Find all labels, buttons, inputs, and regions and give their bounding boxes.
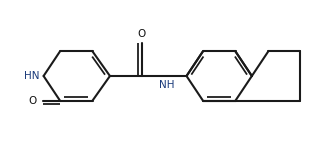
Text: NH: NH xyxy=(159,80,175,90)
Text: O: O xyxy=(28,95,36,105)
Text: HN: HN xyxy=(24,71,39,81)
Text: O: O xyxy=(138,29,146,39)
